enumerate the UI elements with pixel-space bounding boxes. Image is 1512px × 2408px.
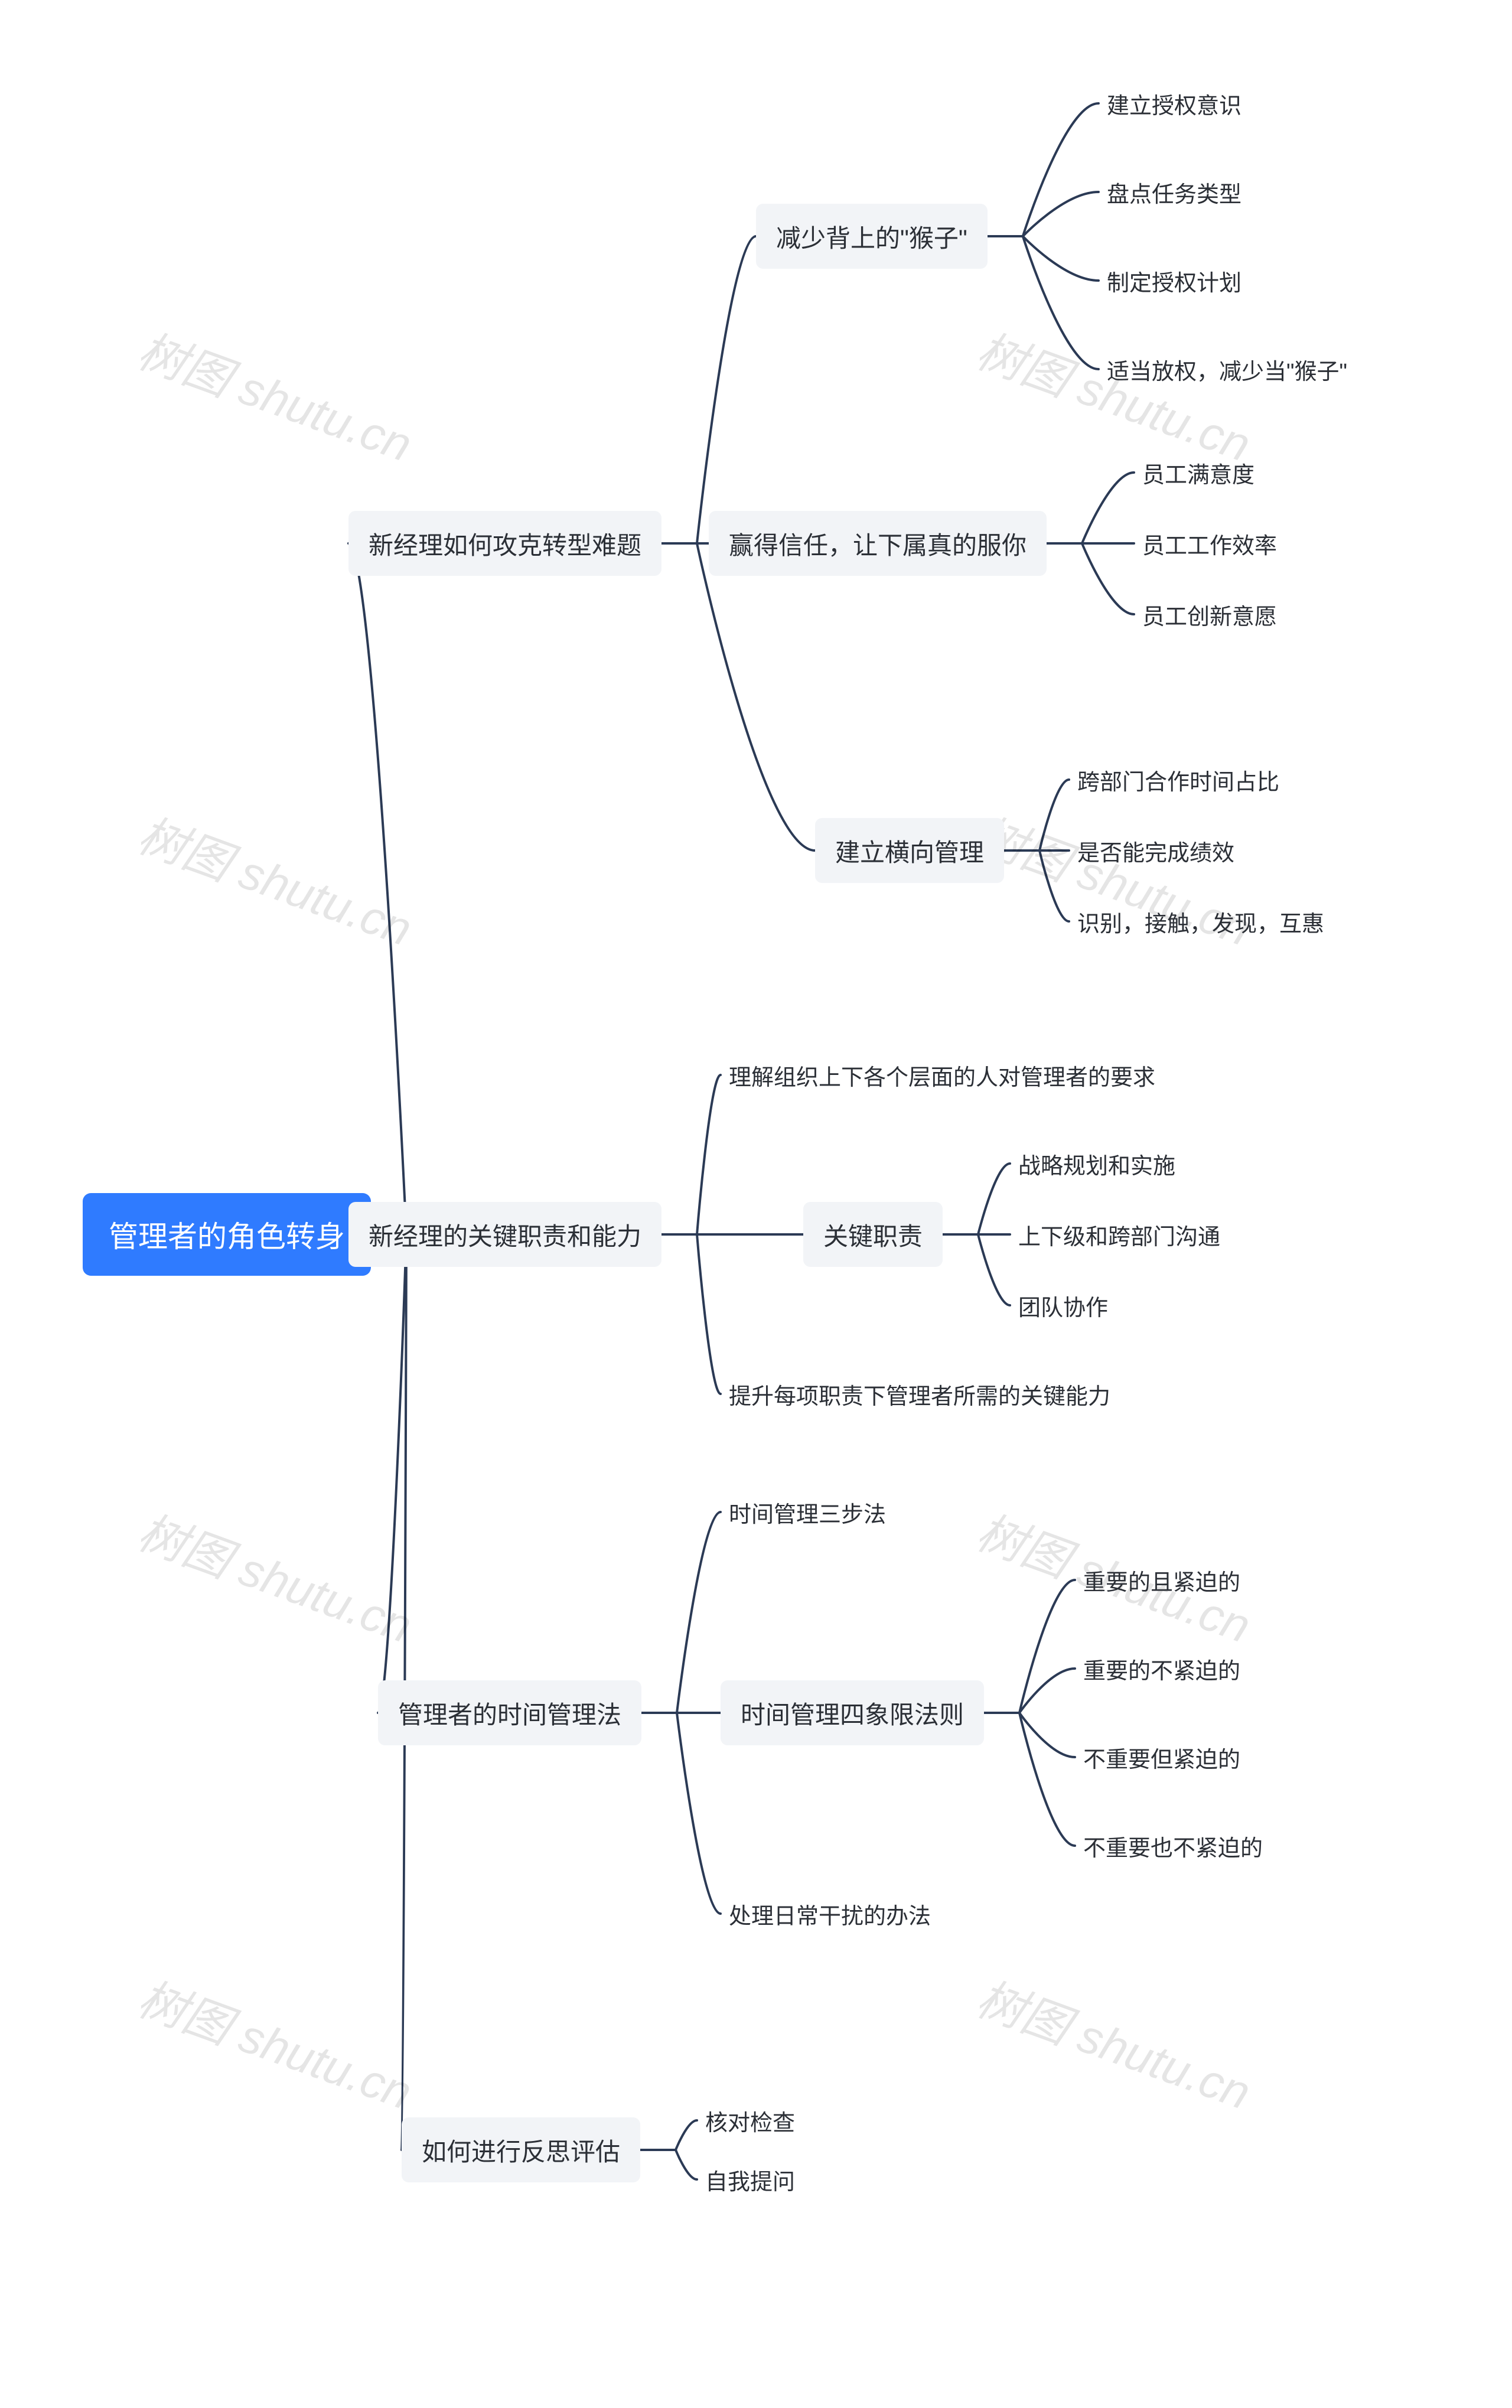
edge-root-b1 — [348, 543, 406, 1234]
edge-root-b3 — [371, 1234, 406, 1713]
mindmap-node-b1c2[interactable]: 是否能完成绩效 — [1069, 833, 1236, 868]
mindmap-node-b3c[interactable]: 处理日常干扰的办法 — [721, 1896, 932, 1931]
edge-b3-b3a — [641, 1512, 721, 1713]
node-label: 员工满意度 — [1142, 457, 1254, 489]
edge-b1a-b1a1 — [988, 103, 1099, 236]
mindmap-node-b1[interactable]: 新经理如何攻克转型难题 — [348, 511, 662, 576]
mindmap-node-b1b3[interactable]: 员工创新意愿 — [1134, 597, 1278, 632]
edge-b3-b3c — [641, 1713, 721, 1914]
edge-b1-b1c — [662, 543, 815, 851]
node-label: 建立横向管理 — [835, 833, 984, 869]
mindmap-node-b4a[interactable]: 核对检查 — [697, 2103, 796, 2138]
edge-b1c-b1c3 — [1004, 851, 1069, 921]
mindmap-node-b3b4[interactable]: 不重要也不紧迫的 — [1075, 1828, 1264, 1863]
mindmap-node-b1a[interactable]: 减少背上的"猴子" — [756, 204, 988, 269]
mindmap-node-b1b2[interactable]: 员工工作效率 — [1134, 526, 1278, 561]
node-label: 战略规划和实施 — [1018, 1148, 1175, 1180]
node-label: 理解组织上下各个层面的人对管理者的要求 — [729, 1059, 1155, 1091]
mindmap-node-b1c[interactable]: 建立横向管理 — [815, 818, 1004, 883]
watermark: 树图 shutu.cn — [969, 313, 1261, 475]
mindmap-node-b2b[interactable]: 关键职责 — [803, 1202, 943, 1267]
edge-b1c-b1c1 — [1004, 780, 1069, 851]
node-label: 时间管理四象限法则 — [741, 1695, 964, 1731]
mindmap-node-b2b1[interactable]: 战略规划和实施 — [1010, 1146, 1177, 1181]
mindmap-node-b1a2[interactable]: 盘点任务类型 — [1099, 174, 1243, 210]
edge-b1a-b1a3 — [988, 236, 1099, 281]
node-label: 制定授权计划 — [1107, 265, 1241, 297]
node-label: 自我提问 — [705, 2163, 795, 2196]
node-label: 重要的且紧迫的 — [1083, 1564, 1240, 1596]
node-label: 是否能完成绩效 — [1077, 835, 1234, 867]
node-label: 识别，接触，发现，互惠 — [1077, 905, 1324, 938]
watermark: 树图 shutu.cn — [130, 1494, 422, 1657]
mindmap-node-b2c[interactable]: 提升每项职责下管理者所需的关键能力 — [721, 1376, 1112, 1412]
edge-b3b-b3b3 — [984, 1713, 1075, 1757]
node-label: 时间管理三步法 — [729, 1496, 886, 1529]
mindmap-node-b3b1[interactable]: 重要的且紧迫的 — [1075, 1562, 1241, 1598]
node-label: 员工创新意愿 — [1142, 598, 1277, 631]
node-label: 减少背上的"猴子" — [776, 219, 967, 255]
node-label: 赢得信任，让下属真的服你 — [729, 526, 1027, 562]
edge-b3b-b3b2 — [984, 1669, 1075, 1713]
edge-b2-b2a — [662, 1075, 721, 1234]
mindmap-node-b4b[interactable]: 自我提问 — [697, 2162, 796, 2197]
mindmap-canvas: 树图 shutu.cn 树图 shutu.cn 树图 shutu.cn 树图 shut… — [0, 0, 1512, 2408]
edge-b1b-b1b3 — [1047, 543, 1134, 614]
edge-b1a-b1a4 — [988, 236, 1099, 369]
watermark: 树图 shutu.cn — [130, 313, 422, 475]
edge-b4-b4b — [640, 2150, 697, 2179]
mindmap-node-b1a1[interactable]: 建立授权意识 — [1099, 86, 1243, 121]
node-label: 上下级和跨部门沟通 — [1018, 1218, 1220, 1251]
node-label: 不重要但紧迫的 — [1083, 1741, 1240, 1774]
edge-b4-b4a — [640, 2120, 697, 2150]
node-label: 建立授权意识 — [1107, 87, 1241, 120]
node-label: 不重要也不紧迫的 — [1083, 1830, 1263, 1862]
node-label: 如何进行反思评估 — [422, 2132, 620, 2168]
node-label: 管理者的时间管理法 — [398, 1695, 621, 1731]
node-label: 适当放权，减少当"猴子" — [1107, 353, 1347, 386]
node-label: 新经理的关键职责和能力 — [369, 1217, 641, 1253]
mindmap-node-b1a4[interactable]: 适当放权，减少当"猴子" — [1099, 351, 1348, 387]
edge-b1a-b1a2 — [988, 192, 1099, 236]
node-label: 团队协作 — [1018, 1289, 1108, 1322]
mindmap-node-b1b1[interactable]: 员工满意度 — [1134, 455, 1256, 490]
node-label: 跨部门合作时间占比 — [1077, 764, 1279, 796]
mindmap-node-b2[interactable]: 新经理的关键职责和能力 — [348, 1202, 662, 1267]
node-label: 提升每项职责下管理者所需的关键能力 — [729, 1378, 1110, 1410]
mindmap-node-b2a[interactable]: 理解组织上下各个层面的人对管理者的要求 — [721, 1057, 1156, 1093]
mindmap-node-b3b[interactable]: 时间管理四象限法则 — [721, 1680, 984, 1745]
edge-b3b-b3b1 — [984, 1580, 1075, 1713]
mindmap-node-b3b2[interactable]: 重要的不紧迫的 — [1075, 1651, 1241, 1686]
mindmap-node-b3a[interactable]: 时间管理三步法 — [721, 1494, 887, 1530]
mindmap-node-b3b3[interactable]: 不重要但紧迫的 — [1075, 1739, 1241, 1775]
mindmap-node-b1c3[interactable]: 识别，接触，发现，互惠 — [1069, 904, 1325, 939]
node-label: 员工工作效率 — [1142, 527, 1277, 560]
mindmap-node-b3[interactable]: 管理者的时间管理法 — [378, 1680, 641, 1745]
edge-b3b-b3b4 — [984, 1713, 1075, 1846]
node-label: 处理日常干扰的办法 — [729, 1898, 931, 1930]
mindmap-node-b1a3[interactable]: 制定授权计划 — [1099, 263, 1243, 298]
mindmap-node-b1b[interactable]: 赢得信任，让下属真的服你 — [709, 511, 1047, 576]
mindmap-node-b4[interactable]: 如何进行反思评估 — [402, 2117, 640, 2182]
watermark: 树图 shutu.cn — [130, 797, 422, 960]
edge-b2b-b2b3 — [943, 1234, 1010, 1305]
edge-b1b-b1b1 — [1047, 473, 1134, 543]
watermark: 树图 shutu.cn — [969, 1961, 1261, 2123]
mindmap-node-root[interactable]: 管理者的角色转身 — [83, 1193, 371, 1276]
node-label: 管理者的角色转身 — [109, 1213, 345, 1256]
node-label: 重要的不紧迫的 — [1083, 1653, 1240, 1685]
edge-b2b-b2b1 — [943, 1164, 1010, 1234]
edge-b1-b1a — [662, 236, 756, 543]
node-label: 核对检查 — [705, 2104, 795, 2137]
mindmap-node-b2b2[interactable]: 上下级和跨部门沟通 — [1010, 1217, 1221, 1252]
node-label: 盘点任务类型 — [1107, 176, 1241, 208]
watermark: 树图 shutu.cn — [130, 1961, 422, 2123]
mindmap-node-b2b3[interactable]: 团队协作 — [1010, 1288, 1109, 1323]
node-label: 关键职责 — [823, 1217, 923, 1253]
edge-b2-b2c — [662, 1234, 721, 1394]
node-label: 新经理如何攻克转型难题 — [369, 526, 641, 562]
mindmap-node-b1c1[interactable]: 跨部门合作时间占比 — [1069, 762, 1280, 797]
